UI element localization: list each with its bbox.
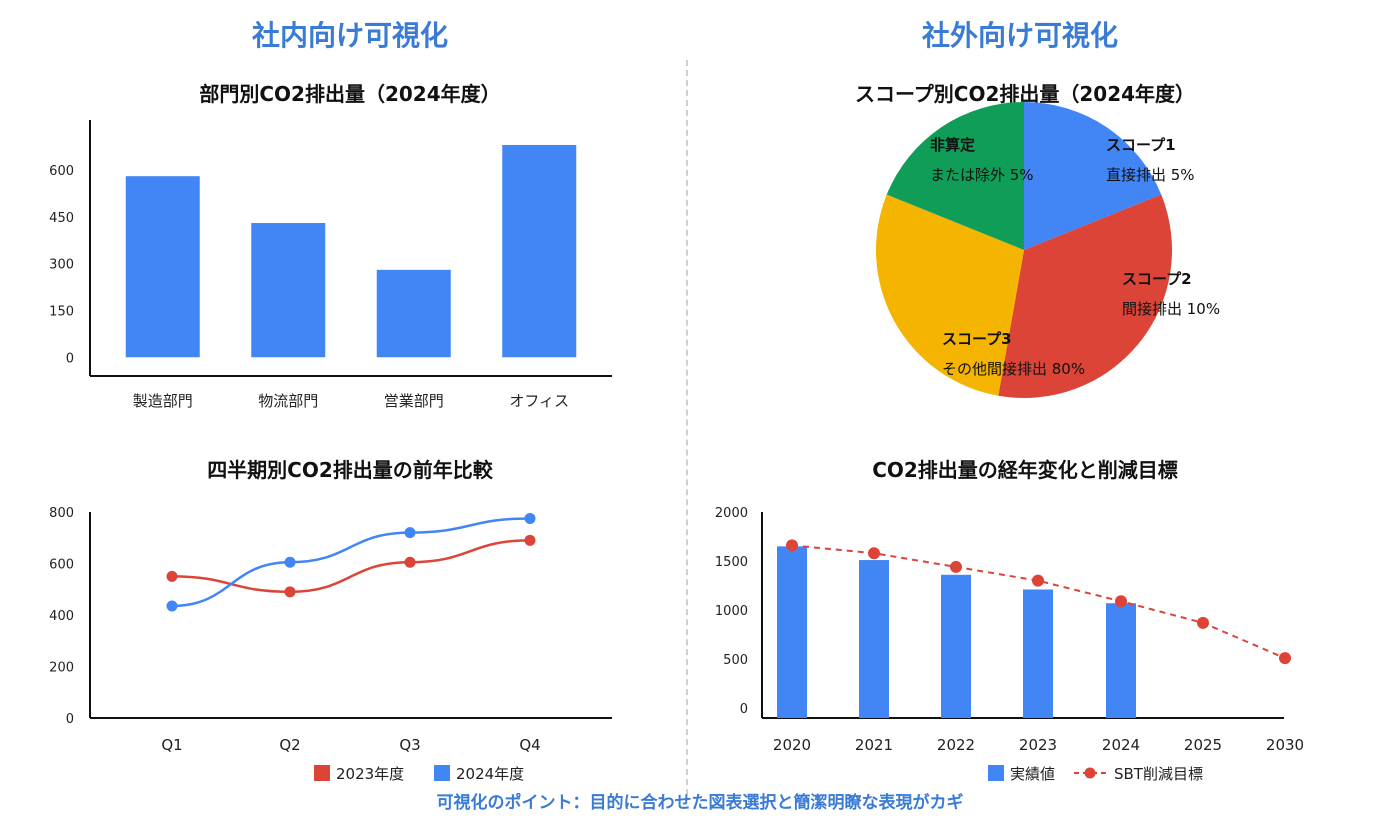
pie-slice-title: 非算定 — [930, 136, 975, 154]
pie-slice-title: スコープ3 — [942, 330, 1012, 348]
trend-x-label: 2022 — [937, 736, 975, 754]
legend-label: 実績値 — [1010, 765, 1055, 783]
pie-slice — [1024, 102, 1162, 250]
trend-y-tick: 2000 — [715, 506, 748, 521]
section-divider — [686, 60, 688, 795]
trend-x-label: 2020 — [773, 736, 811, 754]
pie-slice-label: または除外 5% — [930, 166, 1034, 184]
legend-label: 2023年度 — [336, 765, 404, 783]
trend-x-label: 2023 — [1019, 736, 1057, 754]
trend-bar — [941, 574, 971, 718]
quarterly-x-label: Q2 — [279, 736, 300, 754]
quarterly-point — [284, 586, 296, 598]
dept-bar — [502, 144, 577, 358]
trend-target-point — [1197, 616, 1209, 629]
dept-bar — [376, 269, 451, 358]
dept-bar — [125, 176, 200, 358]
quarterly-y-tick: 400 — [49, 609, 74, 624]
trend-x-label: 2025 — [1184, 736, 1222, 754]
quarterly-series-line — [171, 517, 531, 608]
trend-target-point — [1279, 652, 1291, 665]
dept-y-tick: 300 — [49, 258, 74, 273]
trend-y-tick: 1500 — [715, 555, 748, 570]
pie-slice — [886, 102, 1024, 250]
dept-x-label: 営業部門 — [384, 392, 444, 410]
trend-target-point — [1032, 574, 1044, 587]
trend-chart-title: CO2排出量の経年変化と削減目標 — [872, 458, 1178, 482]
trend-target-point — [868, 547, 880, 560]
trend-y-tick: 500 — [723, 653, 748, 668]
trend-x-label: 2030 — [1266, 736, 1304, 754]
dept-y-tick: 150 — [49, 304, 74, 319]
quarterly-x-label: Q1 — [161, 736, 182, 754]
trend-bar — [1106, 603, 1136, 718]
pie-slice — [998, 194, 1172, 398]
legend-swatch — [314, 765, 330, 781]
trend-x-label: 2021 — [855, 736, 893, 754]
dept-x-label: 物流部門 — [258, 392, 318, 410]
trend-bar — [859, 560, 889, 718]
pie-slice-title: スコープ1 — [1106, 136, 1176, 154]
pie-slice-label: 直接排出 5% — [1106, 166, 1195, 184]
quarterly-y-tick: 0 — [66, 712, 74, 727]
legend-label: SBT削減目標 — [1114, 765, 1203, 783]
trend-x-label: 2024 — [1102, 736, 1140, 754]
quarterly-x-label: Q4 — [519, 736, 540, 754]
quarterly-point — [524, 534, 536, 546]
scope-chart-title: スコープ別CO2排出量（2024年度） — [854, 82, 1196, 106]
pie-slice-title: スコープ2 — [1122, 270, 1192, 288]
quarterly-point — [284, 556, 296, 568]
pie-slice-label: 間接排出 10% — [1122, 300, 1220, 318]
quarterly-y-tick: 200 — [49, 661, 74, 676]
legend-label: 2024年度 — [456, 765, 524, 783]
dept-y-tick: 0 — [66, 351, 74, 366]
internal-section-title: 社内向け可視化 — [251, 19, 448, 52]
pie-slice-label: その他間接排出 80% — [942, 360, 1085, 378]
quarterly-y-tick: 800 — [49, 506, 74, 521]
trend-y-tick: 1000 — [715, 604, 748, 619]
legend-dot-swatch — [1084, 767, 1096, 779]
quarterly-point — [404, 556, 416, 568]
trend-target-point — [786, 539, 798, 552]
quarterly-point — [404, 527, 416, 539]
trend-bar — [777, 546, 807, 718]
legend-swatch — [434, 765, 450, 781]
trend-y-tick: 0 — [740, 702, 748, 717]
trend-bar — [1023, 589, 1053, 718]
quarterly-chart-title: 四半期別CO2排出量の前年比較 — [207, 458, 493, 482]
quarterly-y-tick: 600 — [49, 558, 74, 573]
dept-x-label: オフィス — [509, 392, 569, 410]
dept-chart-title: 部門別CO2排出量（2024年度） — [199, 82, 501, 106]
dept-y-tick: 600 — [49, 164, 74, 179]
quarterly-x-label: Q3 — [399, 736, 420, 754]
quarterly-point — [524, 512, 536, 524]
quarterly-point — [166, 600, 178, 612]
pie-slice — [876, 194, 1024, 396]
trend-target-point — [950, 560, 962, 573]
external-section-title: 社外向け可視化 — [921, 19, 1118, 52]
legend-swatch — [988, 765, 1004, 781]
quarterly-point — [166, 570, 178, 582]
trend-target-point — [1115, 595, 1127, 608]
footer-note: 可視化のポイント：目的に合わせた図表選択と簡潔明瞭な表現がカギ — [436, 793, 964, 813]
dept-x-label: 製造部門 — [133, 392, 193, 410]
dept-bar — [251, 223, 326, 358]
dept-y-tick: 450 — [49, 211, 74, 226]
